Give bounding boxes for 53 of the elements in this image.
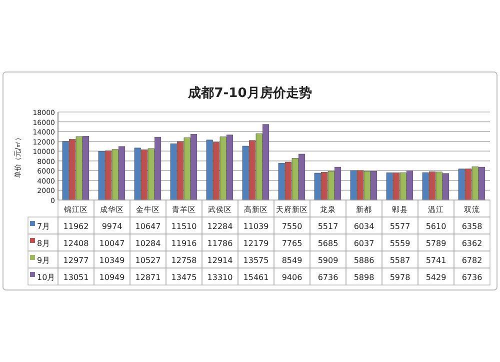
data-label: 12871 xyxy=(135,273,161,282)
data-label: 9974 xyxy=(102,222,122,231)
data-label: 13051 xyxy=(63,273,89,282)
data-label: 5429 xyxy=(426,273,446,282)
data-label: 12977 xyxy=(63,256,89,265)
data-label: 15461 xyxy=(243,273,269,282)
data-label: 10949 xyxy=(99,273,125,282)
data-label: 5577 xyxy=(390,222,410,231)
legend-label: 9月 xyxy=(37,256,50,265)
data-label: 6362 xyxy=(462,239,482,248)
data-label: 9406 xyxy=(282,273,302,282)
data-label: 12758 xyxy=(171,256,197,265)
data-label: 12914 xyxy=(207,256,233,265)
data-label: 10284 xyxy=(135,239,161,248)
legend-label: 7月 xyxy=(37,222,50,231)
data-label: 6782 xyxy=(462,256,482,265)
data-label: 10527 xyxy=(135,256,161,265)
data-label: 12179 xyxy=(243,239,269,248)
data-label: 6736 xyxy=(318,273,338,282)
data-label: 8549 xyxy=(282,256,302,265)
data-label: 12284 xyxy=(207,222,233,231)
data-label: 7550 xyxy=(282,222,302,231)
data-label: 13310 xyxy=(207,273,233,282)
data-label: 6037 xyxy=(354,239,374,248)
data-label: 12408 xyxy=(63,239,89,248)
data-label: 5517 xyxy=(318,222,338,231)
data-label: 11916 xyxy=(171,239,197,248)
data-label: 11962 xyxy=(63,222,89,231)
data-label: 5587 xyxy=(390,256,410,265)
data-label: 5559 xyxy=(390,239,410,248)
data-label: 5886 xyxy=(354,256,374,265)
data-label: 5898 xyxy=(354,273,374,282)
data-label: 5610 xyxy=(426,222,446,231)
data-label: 6736 xyxy=(462,273,482,282)
data-label: 6358 xyxy=(462,222,482,231)
data-label: 7765 xyxy=(282,239,302,248)
data-label: 5685 xyxy=(318,239,338,248)
data-label: 10647 xyxy=(135,222,161,231)
legend-label: 10月 xyxy=(37,273,56,282)
data-label: 11510 xyxy=(171,222,197,231)
data-label: 11039 xyxy=(243,222,269,231)
data-label: 13575 xyxy=(243,256,269,265)
data-label: 5909 xyxy=(318,256,338,265)
data-label: 13475 xyxy=(171,273,197,282)
legend-label: 8月 xyxy=(37,239,50,248)
data-label: 6034 xyxy=(354,222,374,231)
data-label: 5789 xyxy=(426,239,446,248)
data-label: 11786 xyxy=(207,239,233,248)
data-label: 10349 xyxy=(99,256,125,265)
chart-title: 成都7-10月房价走势 xyxy=(187,85,312,101)
data-label: 5741 xyxy=(426,256,446,265)
data-label: 5978 xyxy=(390,273,410,282)
data-label: 10047 xyxy=(99,239,125,248)
